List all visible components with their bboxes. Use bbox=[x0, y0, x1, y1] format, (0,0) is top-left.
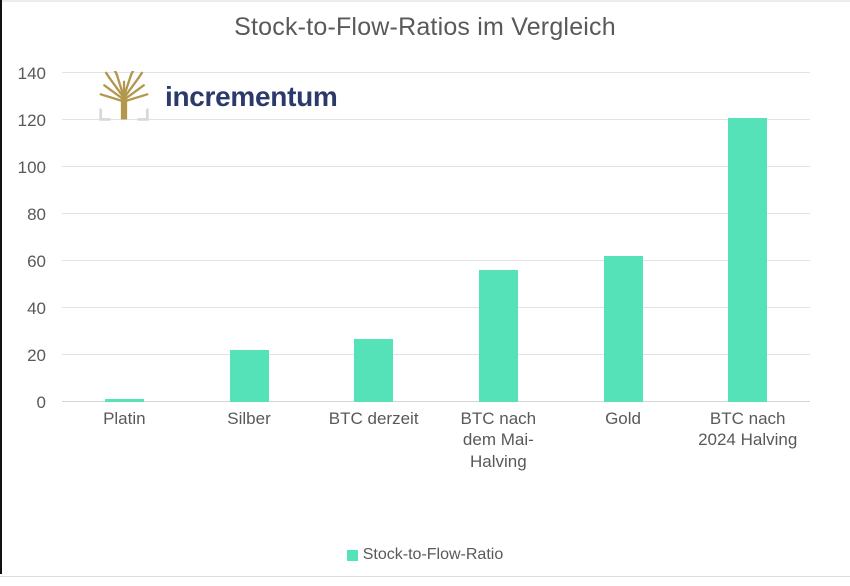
gridline-140 bbox=[62, 72, 810, 73]
bar-3 bbox=[354, 338, 394, 402]
gridline-20 bbox=[62, 354, 810, 355]
bar-slot bbox=[62, 73, 187, 402]
y-tick-label-120: 120 bbox=[17, 110, 46, 130]
left-edge-line bbox=[0, 0, 2, 574]
bar-1 bbox=[104, 398, 144, 402]
y-tick-label-140: 140 bbox=[17, 63, 46, 83]
y-axis-labels: 0 20 40 60 80 100 120 140 bbox=[0, 64, 54, 412]
gridline-100 bbox=[62, 166, 810, 167]
y-tick-label-100: 100 bbox=[17, 157, 46, 177]
y-tick-label-60: 60 bbox=[27, 251, 46, 271]
legend-swatch-icon bbox=[346, 549, 358, 561]
chart-title: Stock-to-Flow-Ratios im Vergleich bbox=[234, 13, 616, 41]
top-edge-line bbox=[0, 0, 850, 2]
bar-5 bbox=[603, 256, 643, 402]
gridline-80 bbox=[62, 213, 810, 214]
y-tick-label-40: 40 bbox=[27, 298, 46, 318]
plot-area bbox=[62, 72, 810, 402]
tree-icon bbox=[99, 71, 149, 121]
x-tick-label-4: BTC nach dem Mai- Halving bbox=[460, 409, 537, 471]
incrementum-logo: incrementum bbox=[97, 71, 338, 123]
legend: Stock-to-Flow-Ratio bbox=[0, 546, 850, 564]
gridline-60 bbox=[62, 260, 810, 261]
x-tick-label-6: BTC nach 2024 Halving bbox=[698, 409, 798, 450]
x-tick-label-5: Gold bbox=[605, 409, 641, 428]
legend-label: Stock-to-Flow-Ratio bbox=[362, 546, 504, 563]
gridline-40 bbox=[62, 307, 810, 308]
bar-series bbox=[62, 73, 810, 402]
bar-slot bbox=[311, 73, 436, 402]
logo-wordmark: incrementum bbox=[165, 81, 338, 112]
x-tick-label-3: BTC derzeit bbox=[328, 409, 419, 428]
bottom-edge-line bbox=[0, 576, 850, 577]
bar-slot bbox=[685, 73, 810, 402]
gridline-0 bbox=[62, 401, 810, 402]
x-tick-label-2: Silber bbox=[227, 409, 271, 428]
y-tick-label-0: 0 bbox=[36, 392, 46, 412]
bar-slot bbox=[561, 73, 686, 402]
y-tick-label-20: 20 bbox=[27, 345, 46, 365]
bar-slot bbox=[436, 73, 561, 402]
gridline-120 bbox=[62, 119, 810, 120]
x-tick-label-1: Platin bbox=[103, 409, 146, 428]
bar-2 bbox=[229, 350, 269, 402]
bar-6 bbox=[728, 117, 768, 402]
y-tick-label-80: 80 bbox=[27, 204, 46, 224]
x-axis-labels: Platin Silber BTC derzeit BTC nach dem Mai-… bbox=[62, 408, 810, 472]
bar-4 bbox=[478, 270, 518, 402]
bar-slot bbox=[187, 73, 312, 402]
